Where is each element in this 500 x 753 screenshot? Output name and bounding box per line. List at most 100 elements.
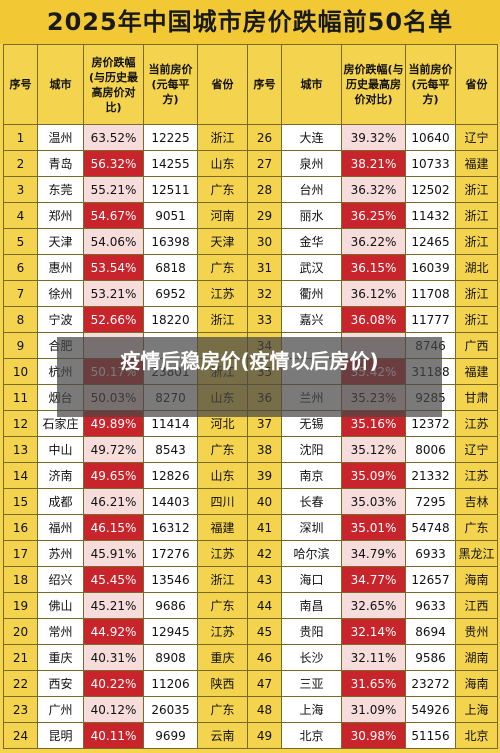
table-row: 22 西安 40.22% 11206 陕西 47 三亚 31.65% 23272 海南 [3,670,498,697]
drop-cell: 40.11% [83,722,144,749]
city-cell: 丽水 [281,202,342,229]
city-cell: 台州 [281,176,342,203]
price-cell: 9699 [143,722,198,749]
price-cell: 54926 [405,696,456,723]
rank-cell: 24 [3,722,38,749]
price-cell: 12502 [405,176,456,203]
rank-cell: 8 [3,306,38,333]
rank-cell: 11 [3,384,38,411]
city-cell: 郑州 [37,202,84,229]
province-cell: 辽宁 [455,124,498,151]
table-row: 16 福州 46.15% 16312 福建 41 深圳 35.01% 54748 广东 [3,514,498,541]
city-cell: 苏州 [37,540,84,567]
drop-cell: 38.21% [341,150,406,177]
table-row: 13 中山 49.72% 8543 广东 38 沈阳 35.12% 8006 辽宁 [3,436,498,463]
province-cell: 福建 [455,358,498,385]
price-cell: 18220 [143,306,198,333]
price-cell: 13546 [143,566,198,593]
table-row: 1 温州 63.52% 12225 浙江 26 大连 39.32% 10640 辽宁 [3,124,498,151]
province-cell: 上海 [455,696,498,723]
drop-cell: 32.65% [341,592,406,619]
city-cell: 佛山 [37,592,84,619]
province-cell: 广东 [455,514,498,541]
header-drop: 房价跌幅(与历史最高房价对比) [341,44,406,125]
rank-cell: 2 [3,150,38,177]
drop-cell: 52.66% [83,306,144,333]
price-cell: 8543 [143,436,198,463]
rank-cell: 12 [3,410,38,437]
city-cell: 常州 [37,618,84,645]
header-province: 省份 [455,44,498,125]
price-cell: 8908 [143,644,198,671]
province-cell: 重庆 [197,644,248,671]
price-cell: 23272 [405,670,456,697]
province-cell: 广东 [197,436,248,463]
rank-cell: 38 [247,436,282,463]
province-cell: 海南 [455,566,498,593]
drop-cell: 45.91% [83,540,144,567]
province-cell: 广东 [197,254,248,281]
price-drop-table: 序号 城市 房价跌幅(与历史最高房价对比) 当前房价(元每平方) 省份 序号 城… [3,44,498,749]
drop-cell: 39.32% [341,124,406,151]
drop-cell: 54.67% [83,202,144,229]
drop-cell: 36.08% [341,306,406,333]
province-cell: 浙江 [197,566,248,593]
province-cell: 山东 [197,462,248,489]
drop-cell: 35.01% [341,514,406,541]
rank-cell: 4 [3,202,38,229]
table-row: 19 佛山 45.21% 9686 广东 44 南昌 32.65% 9633 江西 [3,592,498,619]
drop-cell: 46.21% [83,488,144,515]
rank-cell: 48 [247,696,282,723]
drop-cell: 49.65% [83,462,144,489]
price-cell: 16398 [143,228,198,255]
table-row: 20 常州 44.92% 12945 江苏 45 贵阳 32.14% 8694 贵州 [3,618,498,645]
drop-cell: 54.06% [83,228,144,255]
price-cell: 6952 [143,280,198,307]
drop-cell: 53.21% [83,280,144,307]
city-cell: 海口 [281,566,342,593]
city-cell: 绍兴 [37,566,84,593]
drop-cell: 32.14% [341,618,406,645]
province-cell: 浙江 [197,124,248,151]
province-cell: 云南 [197,722,248,749]
rank-cell: 29 [247,202,282,229]
rank-cell: 33 [247,306,282,333]
rank-cell: 27 [247,150,282,177]
table-row: 8 宁波 52.66% 18220 浙江 33 嘉兴 36.08% 11777 浙江 [3,306,498,333]
price-cell: 8694 [405,618,456,645]
rank-cell: 44 [247,592,282,619]
price-cell: 8006 [405,436,456,463]
drop-cell: 36.22% [341,228,406,255]
province-cell: 海南 [455,670,498,697]
province-cell: 广西 [455,332,498,359]
city-cell: 上海 [281,696,342,723]
province-cell: 湖北 [455,254,498,281]
province-cell: 江西 [455,592,498,619]
province-cell: 湖南 [455,644,498,671]
rank-cell: 39 [247,462,282,489]
city-cell: 北京 [281,722,342,749]
rank-cell: 17 [3,540,38,567]
table-row: 4 郑州 54.67% 9051 河南 29 丽水 36.25% 11432 浙江 [3,202,498,229]
province-cell: 江苏 [197,540,248,567]
drop-cell: 36.12% [341,280,406,307]
price-cell: 9633 [405,592,456,619]
rank-cell: 43 [247,566,282,593]
table-row: 6 惠州 53.54% 6818 广东 31 武汉 36.15% 16039 湖北 [3,254,498,281]
drop-cell: 49.72% [83,436,144,463]
drop-cell: 46.15% [83,514,144,541]
table-row: 18 绍兴 45.45% 13546 浙江 43 海口 34.77% 12657 海南 [3,566,498,593]
city-cell: 南京 [281,462,342,489]
drop-cell: 35.09% [341,462,406,489]
city-cell: 青岛 [37,150,84,177]
rank-cell: 5 [3,228,38,255]
rank-cell: 26 [247,124,282,151]
price-cell: 12511 [143,176,198,203]
province-cell: 江苏 [197,280,248,307]
rank-cell: 18 [3,566,38,593]
header-row: 序号 城市 房价跌幅(与历史最高房价对比) 当前房价(元每平方) 省份 序号 城… [3,44,498,125]
province-cell: 浙江 [455,280,498,307]
rank-cell: 13 [3,436,38,463]
city-cell: 嘉兴 [281,306,342,333]
table-row: 24 昆明 40.11% 9699 云南 49 北京 30.98% 51156 北京 [3,722,498,749]
